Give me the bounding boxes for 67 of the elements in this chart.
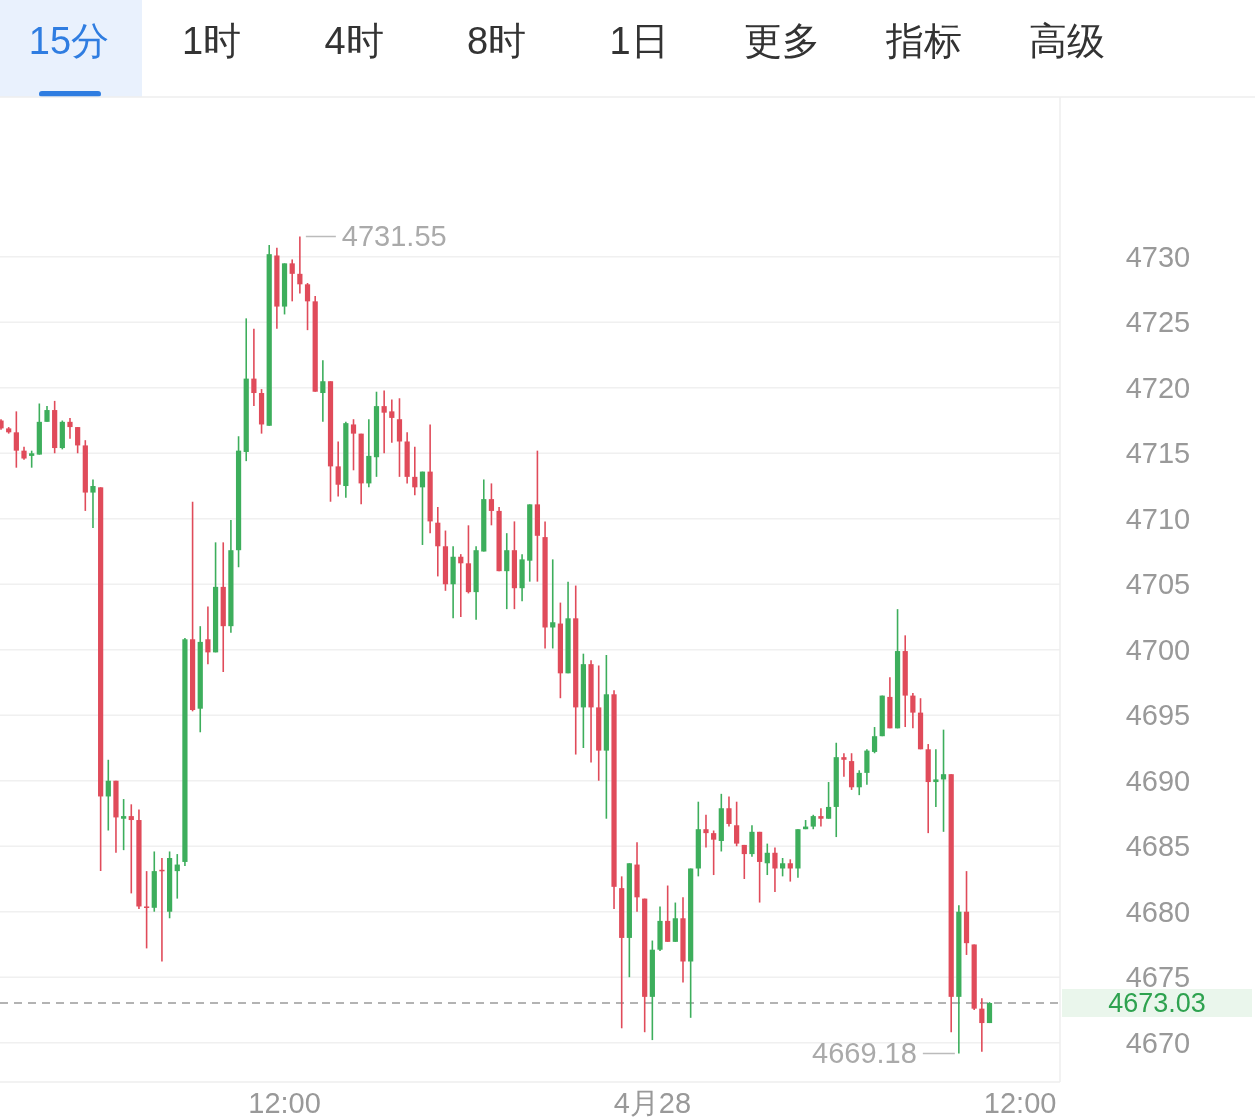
candlestick xyxy=(381,389,387,455)
candlestick xyxy=(764,842,770,876)
candlestick xyxy=(741,844,747,880)
candlestick xyxy=(320,359,326,423)
candlestick xyxy=(304,282,311,331)
candlestick xyxy=(841,752,847,778)
candlestick xyxy=(772,846,778,893)
candlestick xyxy=(665,884,671,943)
candlestick xyxy=(940,728,947,833)
candlestick xyxy=(933,748,939,808)
candlestick xyxy=(121,798,127,851)
candlestick xyxy=(144,870,150,950)
candlestick xyxy=(787,858,793,883)
y-tick-label: 4710 xyxy=(1125,502,1191,535)
candlestick xyxy=(550,558,556,650)
candlestick xyxy=(297,235,303,295)
x-tick-label: 12:00 xyxy=(983,1087,1057,1117)
candlestick xyxy=(412,445,418,496)
y-tick-label: 4720 xyxy=(1125,371,1191,404)
annotation: 4669.18 xyxy=(812,1037,917,1070)
candlestick xyxy=(910,692,916,730)
candlestick xyxy=(825,781,832,820)
y-tick-label: 4705 xyxy=(1125,568,1191,601)
candlestick xyxy=(818,807,824,828)
candlestick xyxy=(711,829,717,876)
candlestick xyxy=(856,769,862,796)
candlestick xyxy=(289,258,295,303)
y-tick-label: 4690 xyxy=(1125,764,1191,797)
candlestick xyxy=(864,748,870,786)
y-tick-label: 4725 xyxy=(1125,306,1191,339)
y-tick-label: 4700 xyxy=(1125,633,1191,666)
candlestick xyxy=(419,470,426,546)
candlestick xyxy=(488,482,495,527)
candlestick xyxy=(749,824,755,858)
x-tick-label: 4月28 xyxy=(613,1087,692,1117)
candlestick xyxy=(75,426,81,455)
annotation: 4669.18 xyxy=(812,1037,956,1070)
candlestick xyxy=(251,328,257,407)
candlestick xyxy=(726,795,732,828)
candlestick xyxy=(205,605,211,665)
candlestick xyxy=(396,397,403,478)
annotation: 4731.55 xyxy=(341,220,447,253)
y-tick-label: 4680 xyxy=(1125,895,1191,928)
candlestick xyxy=(504,532,510,610)
annotation: 4731.55 xyxy=(305,220,447,253)
candlestick xyxy=(105,758,111,832)
candlestick xyxy=(13,410,19,469)
candlestick xyxy=(128,803,134,895)
candlestick xyxy=(90,478,96,529)
candlestick xyxy=(979,997,985,1053)
tab-bar: 15分 1时 4时 8时 1日 更多 指标 高级 xyxy=(0,0,1105,97)
candlestick xyxy=(672,901,678,943)
y-tick-label: 4715 xyxy=(1125,437,1191,470)
y-tick-label: 4695 xyxy=(1125,699,1191,732)
y-tick-label: 4730 xyxy=(1125,240,1191,273)
candlestick xyxy=(871,726,878,755)
candlestick xyxy=(350,418,357,472)
candlestick xyxy=(435,506,441,578)
candlestick xyxy=(335,440,341,498)
candlestick xyxy=(734,800,740,848)
y-tick-label: 4670 xyxy=(1125,1026,1191,1059)
candlestick xyxy=(703,813,709,849)
y-tick-label: 4685 xyxy=(1125,830,1191,863)
candlestick xyxy=(67,417,73,440)
x-tick-label: 12:00 xyxy=(248,1087,321,1117)
candlestick xyxy=(389,398,395,444)
candlestick xyxy=(780,857,786,878)
